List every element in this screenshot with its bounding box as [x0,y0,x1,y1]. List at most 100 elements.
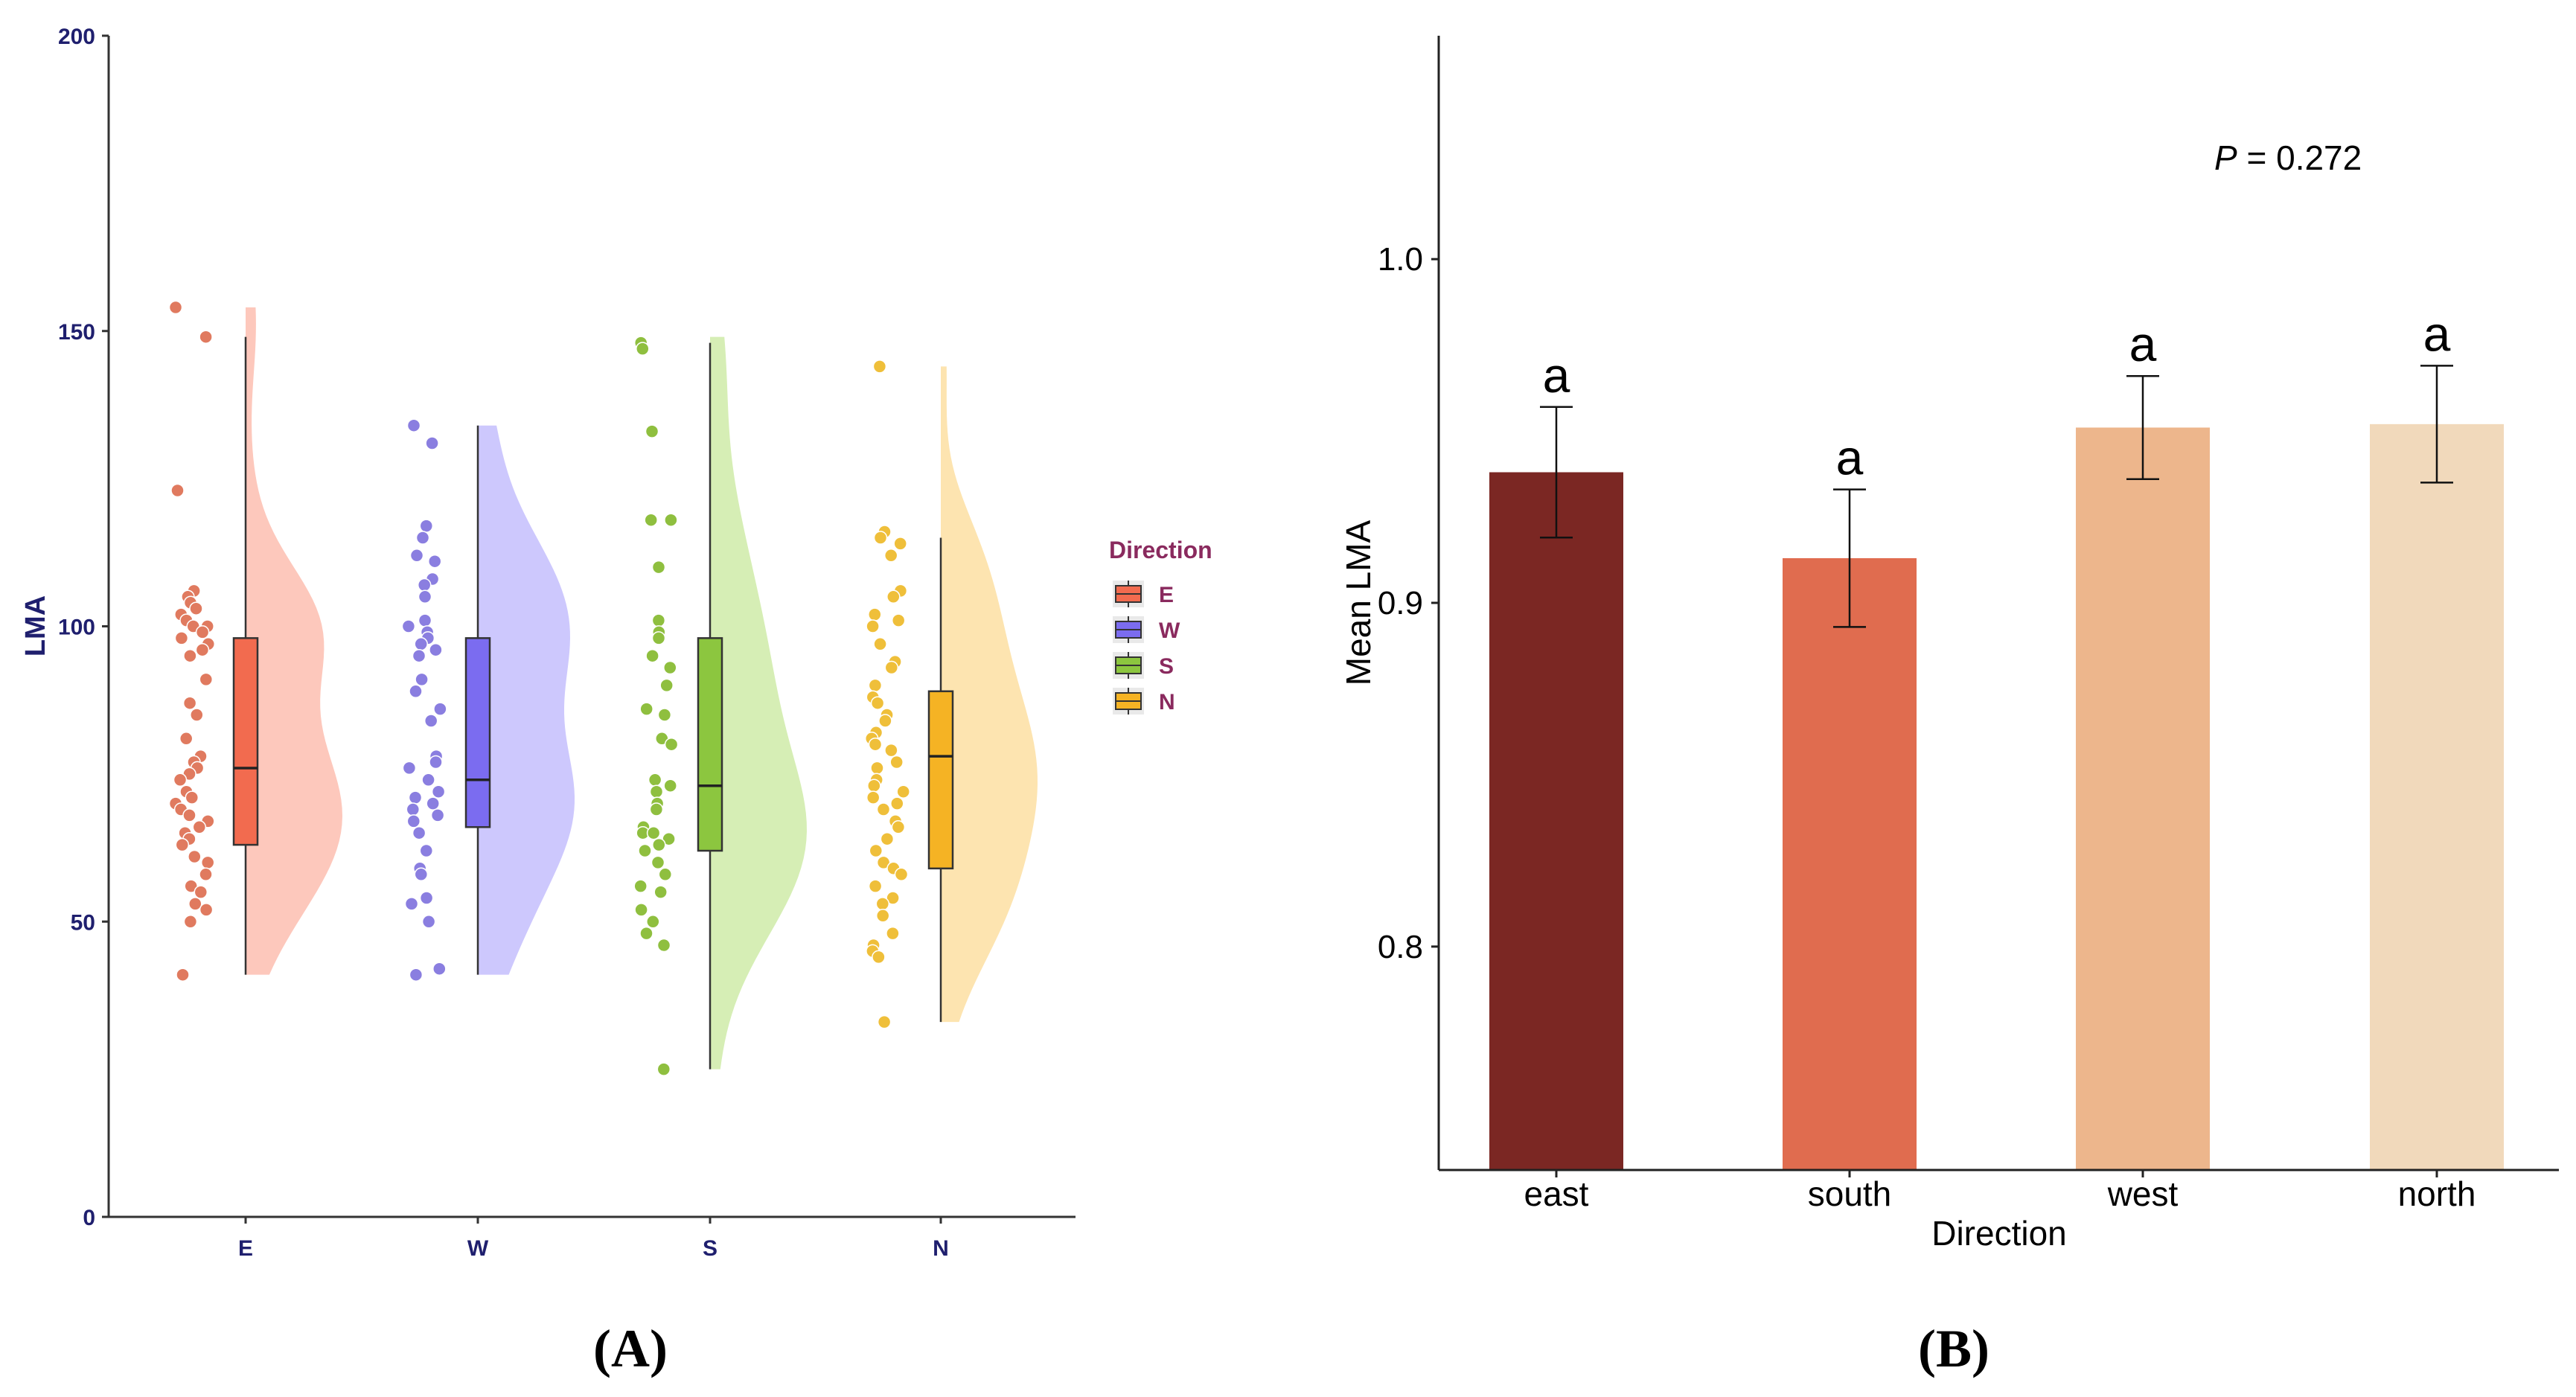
data-point-N [875,909,890,923]
boxplot-S [697,342,723,1070]
data-point-S [639,926,653,941]
data-point-W [421,773,435,787]
data-point-N [891,613,906,627]
data-point-N [890,796,904,811]
bar-west [2076,427,2210,1170]
data-point-E [192,820,207,834]
significance-letter: a [2423,306,2451,361]
p-value-annotation: P = 0.272 [2214,138,2362,177]
data-point-W [430,808,445,822]
boxplot-layer [232,336,954,1070]
data-point-W [429,642,443,657]
legend-label: S [1159,654,1174,679]
data-point-N [884,743,898,758]
data-point-E [190,708,204,722]
data-point-N [869,843,883,858]
data-point-N [872,359,887,374]
a-x-tick-label: W [467,1236,489,1261]
b-x-tick-label: east [1524,1174,1589,1213]
data-point-S [646,825,661,840]
a-y-tick-label: 100 [58,616,95,640]
legend-title: Direction [1109,537,1212,563]
significance-letter: a [1836,430,1864,485]
data-point-W [406,802,421,816]
data-point-E [188,897,202,911]
data-point-N [873,531,888,545]
a-x-tick-label: S [703,1236,717,1261]
data-point-W [414,637,428,651]
data-point-S [653,885,668,899]
data-point-E [170,483,185,498]
data-point-W [419,519,434,533]
data-point-S [656,938,671,953]
data-point-E [183,648,197,663]
data-point-N [875,897,890,911]
data-point-N [876,802,891,816]
b-x-tick-label: west [2107,1174,2179,1213]
data-point-S [657,708,672,722]
bar-layer [1489,423,2504,1170]
data-point-N [873,637,887,651]
b-x-axis-label: Direction [1931,1214,2067,1253]
bar-south [1783,557,1917,1170]
data-point-S [664,513,678,527]
data-point-W [402,761,417,776]
a-y-axis-label: LMA [20,595,51,656]
error-bar-north [2420,365,2453,484]
data-point-E [199,330,213,344]
data-point-S [651,855,665,870]
data-point-E [182,808,196,822]
data-point-E [168,300,183,315]
data-point-W [431,784,446,799]
bar-north [2370,423,2504,1170]
error-bar-south [1833,488,1866,628]
legend-entry-S: S [1113,652,1174,679]
data-point-W [429,755,443,770]
data-point-S [656,1062,671,1076]
b-y-axis-label: Mean LMA [1339,520,1378,685]
data-point-N [872,950,886,965]
data-point-E [174,631,189,645]
violin-S [710,336,807,1070]
a-x-tick-label: E [238,1236,253,1261]
data-point-N [876,855,891,870]
data-point-E [179,732,194,746]
data-point-N [886,891,900,905]
data-point-E [175,837,190,852]
data-point-E [188,849,202,864]
data-point-W [415,672,429,687]
data-point-W [433,702,447,716]
data-point-E [199,672,214,687]
data-point-N [868,607,882,621]
data-point-W [427,554,442,569]
data-point-S [663,779,677,793]
data-point-S [636,342,650,356]
box-iqr [232,637,259,846]
data-point-N [877,1014,892,1029]
data-point-E [185,790,199,805]
panel-a-label: (A) [593,1319,668,1378]
data-point-W [417,578,432,592]
significance-letter: a [2129,316,2157,371]
data-point-S [651,560,666,575]
boxplot-E [232,336,259,975]
panel-b-bar-chart: a a a a 0.8 0.9 1.0 east south west north Mean L… [1339,36,2559,1378]
data-point-S [648,773,662,787]
data-point-S [663,660,677,675]
data-point-N [894,867,909,882]
data-point-N [878,714,892,728]
b-x-tick-label: south [1808,1174,1892,1213]
data-point-W [404,897,419,911]
b-y-ticks: 0.8 0.9 1.0 [1378,241,1439,965]
error-bar-layer [1540,365,2453,628]
data-point-E [183,915,198,929]
b-y-tick-label: 0.9 [1378,585,1423,621]
data-point-W [415,531,430,545]
error-bar-west [2126,374,2159,480]
data-point-W [432,962,447,976]
data-point-E [199,903,214,917]
data-point-E [194,885,208,899]
